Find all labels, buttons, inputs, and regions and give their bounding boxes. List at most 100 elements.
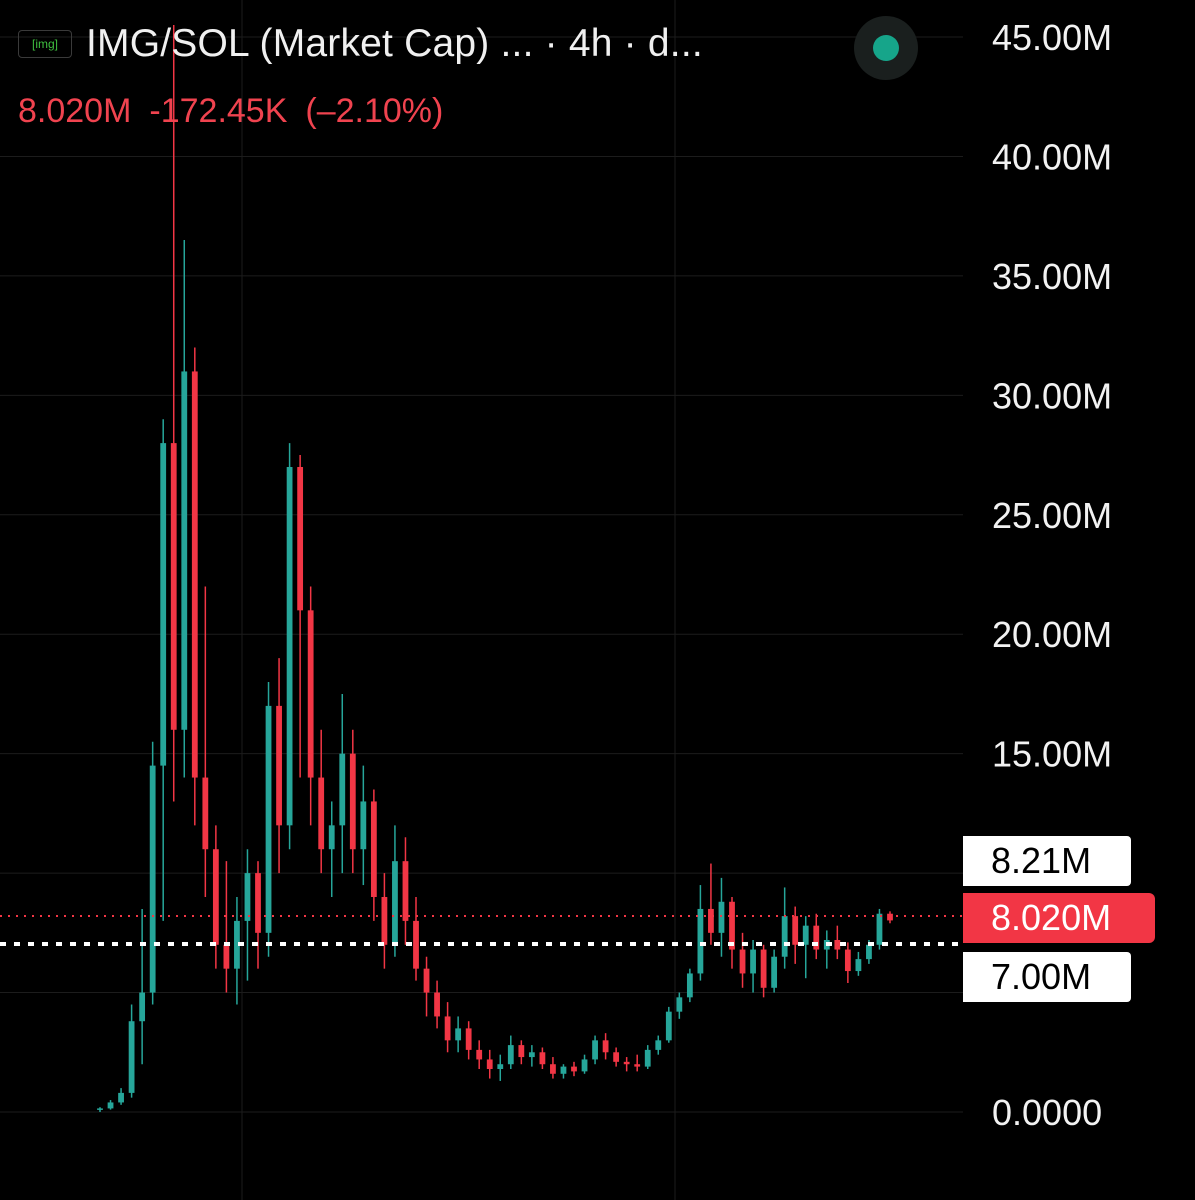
- candle-body: [297, 467, 304, 611]
- candle: [655, 1035, 662, 1055]
- candle-body: [202, 777, 209, 850]
- candle-body: [455, 1028, 462, 1041]
- candle-body: [444, 1016, 451, 1041]
- candle-body: [191, 371, 198, 778]
- candle-body: [223, 944, 230, 969]
- candle: [665, 1006, 672, 1043]
- candle: [750, 940, 756, 993]
- candle: [539, 1047, 546, 1069]
- change-percent: (–2.10%): [305, 92, 444, 130]
- candle-body: [602, 1040, 609, 1053]
- candle: [686, 968, 693, 1003]
- candle-body: [739, 949, 746, 974]
- candle-body: [686, 973, 693, 998]
- candle-body: [665, 1011, 672, 1041]
- candle-body: [813, 925, 820, 950]
- candle: [571, 1061, 577, 1077]
- candle: [708, 863, 714, 945]
- candle: [318, 729, 325, 874]
- candle-body: [107, 1102, 114, 1109]
- candle: [739, 932, 746, 988]
- candle-body: [318, 777, 325, 850]
- chart-header: [img] IMG/SOL (Market Cap) ... · 4h · d.…: [18, 22, 703, 66]
- candle: [771, 949, 778, 993]
- candle-body: [792, 916, 799, 945]
- candle-body: [423, 968, 430, 993]
- candle: [760, 944, 767, 998]
- candle-body: [855, 959, 862, 972]
- last-value: 8.020M: [18, 92, 132, 130]
- candle-body: [181, 371, 188, 730]
- candle: [191, 347, 198, 826]
- change-absolute: -172.45K: [149, 92, 288, 130]
- candle-body: [413, 920, 419, 969]
- live-status-dot-icon: [873, 35, 899, 61]
- candle: [844, 942, 851, 983]
- token-logo: [img]: [18, 30, 72, 58]
- y-tick-label: 30.00M: [992, 375, 1112, 416]
- candle: [118, 1088, 124, 1105]
- candle: [223, 861, 230, 993]
- candle-body: [729, 901, 735, 950]
- candle: [128, 1004, 135, 1098]
- candle-body: [128, 1021, 135, 1093]
- candle: [518, 1040, 525, 1065]
- y-tick-label: 0.0000: [992, 1092, 1102, 1133]
- candle-body: [876, 913, 883, 945]
- candle: [434, 980, 440, 1029]
- price-tag-current: 8.020M: [963, 893, 1155, 943]
- candle-body: [581, 1059, 588, 1072]
- candle: [307, 586, 314, 826]
- candle-body: [212, 849, 219, 945]
- candle-body: [560, 1066, 567, 1074]
- y-tick-label: 20.00M: [992, 614, 1112, 655]
- candle-body: [550, 1064, 556, 1074]
- candle-body: [170, 443, 177, 730]
- y-tick-label: 25.00M: [992, 495, 1112, 536]
- candle: [887, 911, 893, 924]
- y-tick-label: 45.00M: [992, 17, 1112, 58]
- candle: [729, 897, 735, 969]
- candle-body: [613, 1052, 620, 1062]
- price-summary: 8.020M -172.45K (–2.10%): [18, 92, 461, 131]
- candle: [107, 1100, 114, 1110]
- candle: [813, 913, 820, 960]
- candle-body: [255, 873, 261, 933]
- candle-body: [644, 1049, 651, 1067]
- candle: [444, 1002, 451, 1053]
- candle: [781, 887, 788, 969]
- candle: [160, 419, 167, 921]
- price-axis[interactable]: 45.00M 40.00M 35.00M 30.00M 25.00M 20.00M 15.0…: [992, 17, 1112, 1133]
- candle: [855, 951, 862, 976]
- candle-body: [655, 1040, 662, 1050]
- candle-body: [360, 801, 367, 850]
- candle: [792, 906, 799, 964]
- candle: [149, 741, 156, 1005]
- candle-body: [623, 1061, 630, 1065]
- candle: [286, 443, 293, 850]
- candle-body: [149, 765, 156, 993]
- candle: [623, 1057, 630, 1072]
- candle-body: [676, 997, 683, 1012]
- candle: [276, 658, 282, 874]
- candle: [202, 586, 209, 897]
- candle-body: [328, 825, 335, 850]
- candle: [339, 693, 346, 874]
- candle: [97, 1107, 103, 1112]
- candle: [423, 956, 430, 1017]
- candle-body: [771, 956, 778, 988]
- candle: [676, 992, 683, 1019]
- candle-body: [518, 1045, 525, 1058]
- candle-body: [781, 916, 788, 957]
- candle-body: [370, 801, 377, 897]
- candle-body: [486, 1059, 493, 1069]
- candle: [718, 877, 725, 957]
- candle: [381, 873, 388, 969]
- chart-title[interactable]: IMG/SOL (Market Cap) ... · 4h · d...: [86, 22, 703, 65]
- price-tag-lower: 7.00M: [963, 952, 1131, 1002]
- candle: [823, 930, 830, 969]
- live-status-button[interactable]: [854, 16, 918, 80]
- candle-body: [539, 1052, 546, 1065]
- y-tick-label: 15.00M: [992, 734, 1112, 775]
